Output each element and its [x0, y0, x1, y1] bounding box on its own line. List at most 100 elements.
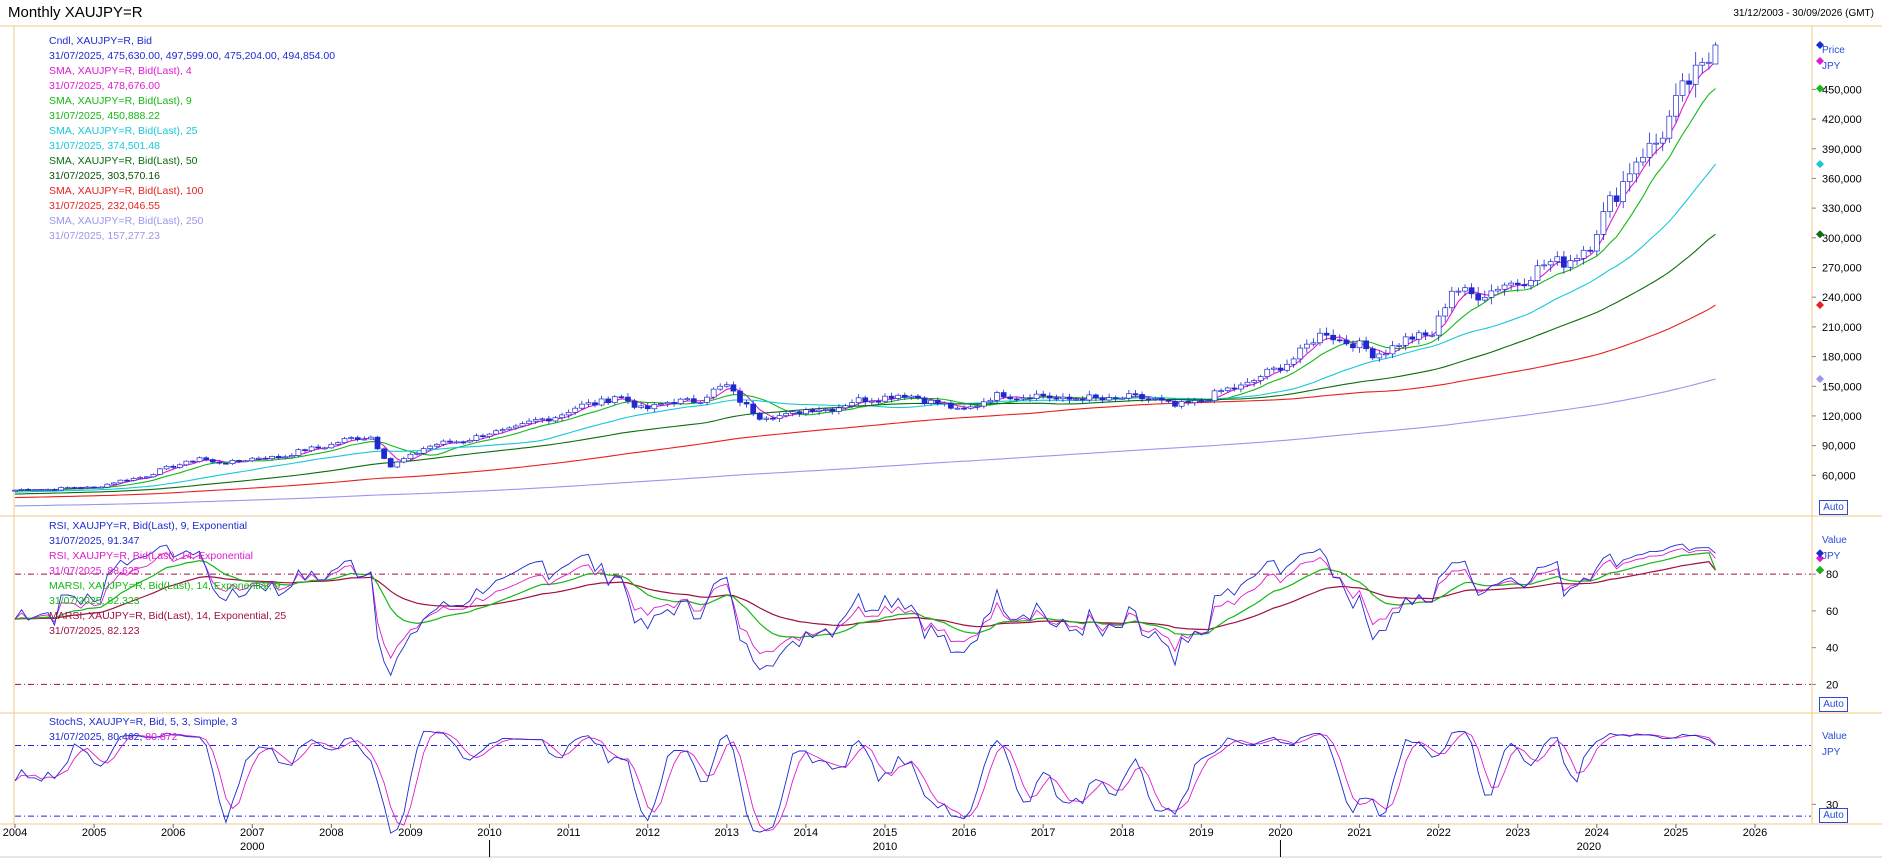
time-tick-label: 2004	[3, 827, 27, 839]
candle-body	[308, 446, 315, 452]
candle-body	[1198, 400, 1205, 402]
panel-frames	[0, 25, 1882, 858]
legend-label: RSI, XAUJPY=R, Bid(Last), 14, Exponentia…	[49, 550, 253, 562]
candle-body	[269, 456, 275, 460]
candle-body	[480, 435, 486, 438]
candle-body	[420, 448, 427, 454]
legend-value: 31/07/2025, 478,676.00	[49, 80, 160, 92]
price-legend[interactable]: Cndl, XAUJPY=R, Bid 31/07/2025, 475,630.0…	[49, 34, 335, 244]
candle-body	[1442, 307, 1449, 317]
candle-body	[737, 390, 743, 403]
candle-body	[1481, 297, 1488, 301]
candle-body	[1495, 288, 1501, 292]
candle-body	[1132, 393, 1139, 396]
candle-body	[1673, 95, 1679, 117]
chart-title: Monthly XAUJPY=R	[8, 4, 143, 21]
legend-label: RSI, XAUJPY=R, Bid(Last), 9, Exponential	[49, 520, 248, 532]
candle-body	[216, 461, 223, 464]
candle-body	[1455, 290, 1462, 293]
candle-body	[401, 458, 407, 463]
price-tick-label: 240,000	[1822, 292, 1862, 304]
candle-body	[954, 407, 961, 410]
candle-body	[1086, 394, 1093, 401]
candle-body	[578, 403, 585, 409]
candle-body	[1158, 397, 1165, 401]
candle-body	[915, 395, 921, 399]
candle-body	[1205, 400, 1211, 403]
price-tick-label: 390,000	[1822, 144, 1862, 156]
candle-body	[328, 443, 335, 449]
candle-body	[1290, 358, 1297, 365]
time-tick-label: 2020	[1268, 827, 1292, 839]
candle-body	[974, 405, 981, 408]
candle-body	[565, 412, 572, 416]
rsi-marker-1	[1816, 554, 1824, 563]
candle-body	[1046, 395, 1053, 399]
candle-body	[25, 489, 32, 491]
rsi-tick-label: 60	[1826, 606, 1838, 618]
candle-body	[394, 461, 401, 468]
candle-body	[1099, 397, 1106, 401]
candle-body	[928, 399, 934, 404]
rsi-legend[interactable]: RSI, XAUJPY=R, Bid(Last), 9, Exponential…	[49, 519, 286, 639]
stoch-auto-button[interactable]: Auto	[1819, 808, 1848, 823]
candle-body	[875, 400, 882, 403]
candle-body	[585, 402, 592, 405]
candle-body	[1060, 396, 1066, 400]
candle-body	[598, 398, 605, 406]
price-tick-label: 270,000	[1822, 263, 1862, 275]
candle-body	[1699, 62, 1706, 66]
candle-body	[809, 409, 816, 412]
rsi-auto-button[interactable]: Auto	[1819, 697, 1848, 712]
candle-body	[1264, 368, 1271, 377]
candle-body	[223, 462, 229, 465]
legend-value: 31/07/2025, 303,570.16	[49, 170, 160, 182]
sma-marker-4	[1816, 56, 1824, 65]
candle-body	[262, 457, 269, 460]
candle-body	[1007, 396, 1014, 400]
candle-body	[1257, 376, 1264, 381]
candle-body	[934, 399, 941, 404]
candle-body	[717, 385, 724, 390]
candle-body	[882, 395, 888, 402]
price-auto-button[interactable]: Auto	[1819, 500, 1848, 515]
price-tick-label: 60,000	[1822, 470, 1856, 482]
candle-body	[888, 395, 895, 399]
sma-line-100	[14, 304, 1716, 499]
candle-body	[176, 464, 183, 468]
candle-body	[763, 417, 770, 420]
candle-body	[1323, 332, 1330, 336]
candle-body	[1218, 390, 1224, 392]
sma-line-50	[14, 233, 1716, 495]
time-tick-label: 2018	[1110, 827, 1134, 839]
candle-body	[862, 397, 869, 403]
legend-value: 31/07/2025, 91.347	[49, 535, 140, 547]
candle-body	[84, 486, 91, 489]
candle-body	[658, 403, 664, 406]
candle-body	[282, 456, 289, 459]
candle-body	[1231, 387, 1238, 390]
stoch-lines	[14, 730, 1716, 834]
candle-body	[1251, 380, 1257, 383]
candle-body	[170, 465, 177, 468]
candle-body	[1528, 280, 1534, 287]
time-tick-label: 2006	[161, 827, 185, 839]
price-tick-label: 150,000	[1822, 381, 1862, 393]
candle-body	[803, 409, 809, 415]
candle-body	[288, 455, 295, 458]
candle-body	[1284, 363, 1290, 371]
candle-body	[638, 405, 644, 408]
price-marker	[1816, 40, 1824, 49]
time-tick-label: 2021	[1347, 827, 1371, 839]
legend-label: SMA, XAUJPY=R, Bid(Last), 4	[49, 65, 192, 77]
stoch-d-value: 80.872	[145, 731, 178, 743]
time-tick-label: 2019	[1189, 827, 1213, 839]
candle-body	[1119, 397, 1126, 400]
stoch-legend[interactable]: StochS, XAUJPY=R, Bid, 5, 3, Simple, 3 3…	[49, 715, 237, 745]
legend-label: MARSI, XAUJPY=R, Bid(Last), 14, Exponent…	[49, 610, 287, 622]
candle-body	[1376, 353, 1383, 359]
candle-body	[948, 402, 954, 409]
candle-body	[1211, 390, 1218, 402]
candle-body	[1350, 343, 1356, 349]
